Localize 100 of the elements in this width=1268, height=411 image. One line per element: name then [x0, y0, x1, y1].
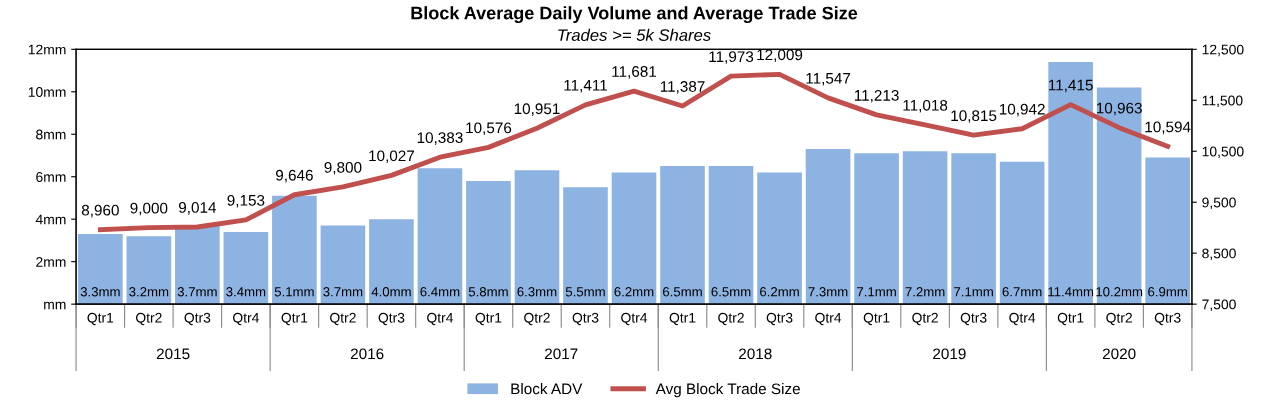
x-tick-label: Qtr2: [524, 312, 550, 326]
y-tick-label: 6mm: [36, 172, 66, 182]
data-label: 3.4mm: [226, 287, 266, 297]
x-tick-label: Qtr4: [1009, 312, 1036, 326]
data-label: 10.2mm: [1096, 287, 1143, 297]
data-label: 10,383: [417, 132, 463, 145]
data-label: 9,800: [324, 161, 362, 175]
x-tick-label: Qtr3: [766, 312, 793, 326]
data-label: 3.3mm: [80, 287, 120, 297]
text: 2016: [350, 348, 384, 360]
y-tick-label: 4mm: [35, 214, 66, 225]
data-label: 10,963: [1096, 102, 1142, 116]
data-label: 6.4mm: [420, 287, 460, 297]
x-tick-label: Qtr1: [863, 312, 890, 326]
bar: [1145, 157, 1190, 305]
legend-label: Block ADV: [511, 383, 583, 395]
data-label: 3.7mm: [323, 287, 363, 297]
x-tick-label: Qtr4: [815, 312, 842, 326]
y-tick-label: 12mm: [28, 44, 66, 55]
text: 2015: [156, 348, 190, 360]
data-label: 9,000: [130, 202, 168, 216]
bar: [466, 180, 511, 305]
y2-tick-label: 7,500: [1202, 299, 1236, 311]
data-label: 6.2mm: [614, 287, 654, 297]
data-label: 5.5mm: [565, 287, 605, 297]
bar: [369, 219, 414, 305]
data-label: 11,387: [660, 81, 705, 94]
data-label: 6.3mm: [517, 287, 557, 297]
x-tick-label: Qtr1: [281, 312, 308, 326]
y2-tick-label: 11,500: [1202, 95, 1243, 108]
data-label: 3.2mm: [129, 287, 169, 297]
bar: [563, 187, 608, 305]
bar: [514, 170, 560, 305]
data-label: 10,815: [951, 110, 997, 123]
x-tick-label: Qtr2: [1106, 312, 1132, 326]
data-label: 6.5mm: [663, 287, 702, 297]
bar: [126, 236, 172, 305]
data-label: 6.7mm: [1002, 287, 1042, 297]
chart-title: Block Average Daily Volume and Average Trade Size: [411, 6, 858, 24]
x-tick-label: Qtr3: [184, 312, 211, 326]
data-label: 11,411: [564, 80, 607, 93]
bar: [78, 234, 123, 305]
bar: [1048, 62, 1093, 305]
x-tick-label: Qtr4: [427, 312, 454, 326]
data-label: 6.5mm: [711, 287, 751, 297]
x-tick-label: Qtr3: [378, 312, 405, 326]
bar: [805, 149, 851, 305]
bar: [660, 166, 705, 305]
bar: [223, 231, 269, 305]
text: 2017: [545, 348, 578, 360]
x-tick-label: Qtr4: [233, 312, 259, 326]
x-tick-label: Qtr2: [718, 312, 744, 326]
data-label: 11,415: [1049, 79, 1093, 93]
bar: [999, 161, 1045, 305]
data-label: 3.7mm: [177, 287, 217, 297]
data-label: 11,973: [709, 51, 754, 64]
y2-tick-label: 8,500: [1202, 248, 1236, 260]
data-label: 10,951: [514, 103, 560, 116]
legend-label: Avg Block Trade Size: [655, 383, 800, 398]
data-label: 10,942: [999, 103, 1045, 117]
bar: [757, 172, 802, 305]
x-tick-label: Qtr2: [912, 312, 938, 326]
data-label: 9,014: [178, 202, 217, 215]
data-label: 10,576: [466, 122, 512, 136]
data-label: 9,153: [227, 194, 265, 208]
bar: [175, 225, 220, 305]
data-label: 7.2mm: [905, 287, 945, 297]
x-tick-label: Qtr1: [87, 312, 114, 326]
bar: [854, 153, 899, 305]
data-label: 6.2mm: [760, 287, 799, 297]
bar: [708, 166, 754, 305]
x-tick-label: Qtr1: [669, 312, 696, 326]
bar: [1096, 87, 1142, 305]
data-label: 11.4mm: [1048, 287, 1094, 297]
bar: [272, 195, 317, 305]
x-tick-label: Qtr3: [960, 312, 987, 326]
data-label: 11,547: [806, 73, 851, 86]
bar: [902, 151, 948, 305]
bar: [611, 172, 657, 305]
data-label: 10,027: [369, 150, 415, 164]
text: 2019: [933, 348, 966, 360]
data-label: 11,681: [612, 66, 657, 79]
bar: [320, 225, 366, 305]
x-tick-label: Qtr2: [330, 312, 356, 326]
bar: [417, 168, 463, 305]
data-label: 7.1mm: [857, 287, 896, 297]
data-label: 6.9mm: [1148, 287, 1187, 297]
chart-subtitle: Trades >= 5k Shares: [558, 28, 711, 42]
x-tick-label: Qtr1: [1057, 312, 1084, 326]
data-label: 5.8mm: [468, 287, 508, 297]
data-label: 11,213: [854, 89, 899, 103]
x-tick-label: Qtr2: [136, 312, 162, 326]
data-label: 9,646: [276, 169, 313, 183]
x-tick-label: Qtr4: [621, 312, 648, 326]
text: 2020: [1102, 348, 1136, 360]
data-label: 7.1mm: [954, 287, 993, 297]
text: 2018: [739, 348, 772, 360]
data-label: 10,594: [1145, 121, 1191, 135]
y-tick-label: mm: [44, 301, 66, 310]
y-tick-label: 10mm: [28, 87, 66, 97]
